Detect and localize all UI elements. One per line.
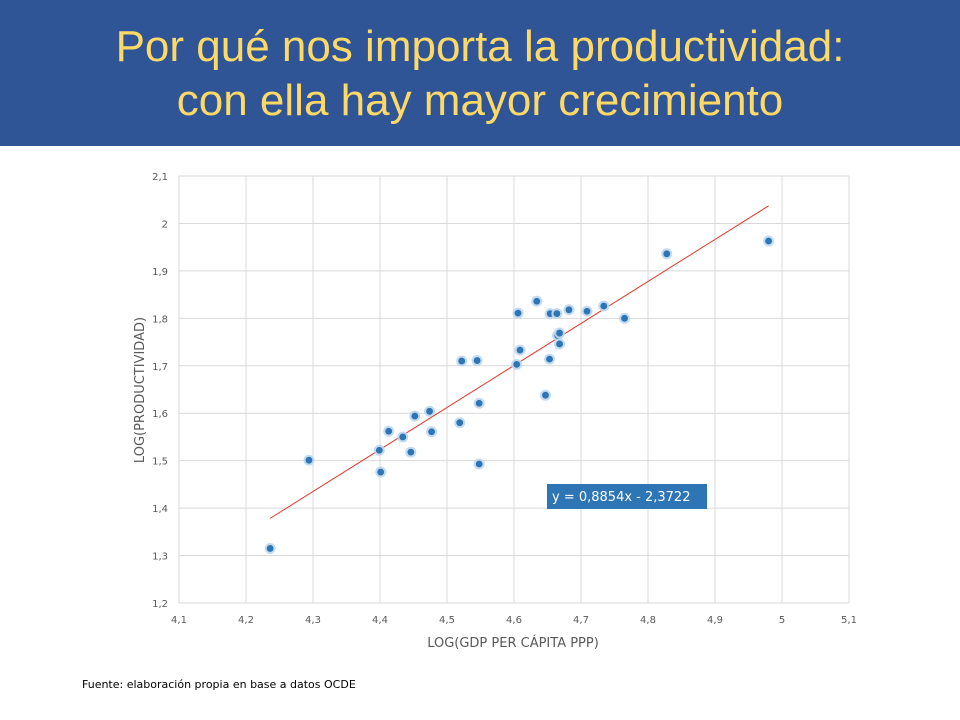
slide-title-line-1: Por qué nos importa la productividad: xyxy=(115,22,845,71)
data-point xyxy=(264,542,276,554)
data-point xyxy=(551,308,563,320)
data-point xyxy=(473,458,485,470)
y-tick-label: 2 xyxy=(162,219,168,230)
data-point xyxy=(619,312,631,324)
x-tick-label: 4,4 xyxy=(372,615,388,626)
scatter-chart: 4,1 4,2 4,3 4,4 4,5 4,6 4,7 4,8 4,9 5 5,1 1,2 1,3 1,4… xyxy=(133,172,857,651)
y-tick-label: 1,7 xyxy=(152,362,168,373)
data-point xyxy=(373,444,385,456)
data-point xyxy=(397,431,409,443)
y-tick-label: 1,3 xyxy=(152,552,168,563)
data-point xyxy=(426,426,438,438)
x-tick-label: 5 xyxy=(779,615,785,626)
data-point xyxy=(763,235,775,247)
source-note: Fuente: elaboración propia en base a dat… xyxy=(82,678,356,691)
data-point xyxy=(581,305,593,317)
title-banner: Por qué nos importa la productividad: co… xyxy=(0,0,960,146)
y-axis-title: LOG(PRODUCTIVIDAD) xyxy=(133,317,148,463)
x-tick-label: 4,3 xyxy=(305,615,321,626)
x-tick-label: 4,9 xyxy=(707,615,723,626)
x-tick-label: 4,5 xyxy=(439,615,455,626)
x-tick-label: 4,7 xyxy=(573,615,589,626)
x-tick-label: 4,2 xyxy=(238,615,254,626)
chart-gridlines xyxy=(178,175,850,604)
data-point xyxy=(539,389,551,401)
y-tick-label: 1,2 xyxy=(152,599,168,610)
data-point xyxy=(456,355,468,367)
slide-title-line-2: con ella hay mayor crecimiento xyxy=(176,76,784,125)
y-tick-label: 1,5 xyxy=(152,457,168,468)
data-point xyxy=(514,344,526,356)
y-tick-label: 1,4 xyxy=(152,504,168,515)
y-tick-label: 1,8 xyxy=(152,314,168,325)
x-tick-label: 4,6 xyxy=(506,615,522,626)
data-point xyxy=(554,327,566,339)
data-point xyxy=(554,338,566,350)
data-point xyxy=(303,454,315,466)
y-tick-label: 2,1 xyxy=(152,172,168,183)
data-point xyxy=(598,300,610,312)
data-point xyxy=(512,307,524,319)
data-point xyxy=(424,405,436,417)
chart-tick-labels: 4,1 4,2 4,3 4,4 4,5 4,6 4,7 4,8 4,9 5 5,1 1,2 1,3 1,4… xyxy=(152,172,857,626)
data-point xyxy=(383,425,395,437)
x-axis-title: LOG(GDP PER CÁPITA PPP) xyxy=(427,635,599,651)
equation-label: y = 0,8854x - 2,3722 xyxy=(547,484,707,509)
data-point xyxy=(454,417,466,429)
data-point xyxy=(563,304,575,316)
x-tick-label: 4,8 xyxy=(640,615,656,626)
data-point xyxy=(531,295,543,307)
data-point xyxy=(375,466,387,478)
equation-text: y = 0,8854x - 2,3722 xyxy=(552,490,690,505)
data-point xyxy=(661,248,673,260)
y-tick-label: 1,6 xyxy=(152,409,168,420)
data-point xyxy=(544,353,556,365)
x-tick-label: 5,1 xyxy=(841,615,857,626)
x-tick-label: 4,1 xyxy=(171,615,187,626)
data-point xyxy=(471,355,483,367)
data-point xyxy=(409,410,421,422)
chart-points xyxy=(264,235,775,554)
data-point xyxy=(405,446,417,458)
y-tick-label: 1,9 xyxy=(152,267,168,278)
data-point xyxy=(473,397,485,409)
data-point xyxy=(511,358,523,370)
